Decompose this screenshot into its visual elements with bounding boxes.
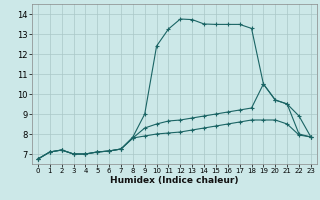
X-axis label: Humidex (Indice chaleur): Humidex (Indice chaleur): [110, 176, 239, 185]
